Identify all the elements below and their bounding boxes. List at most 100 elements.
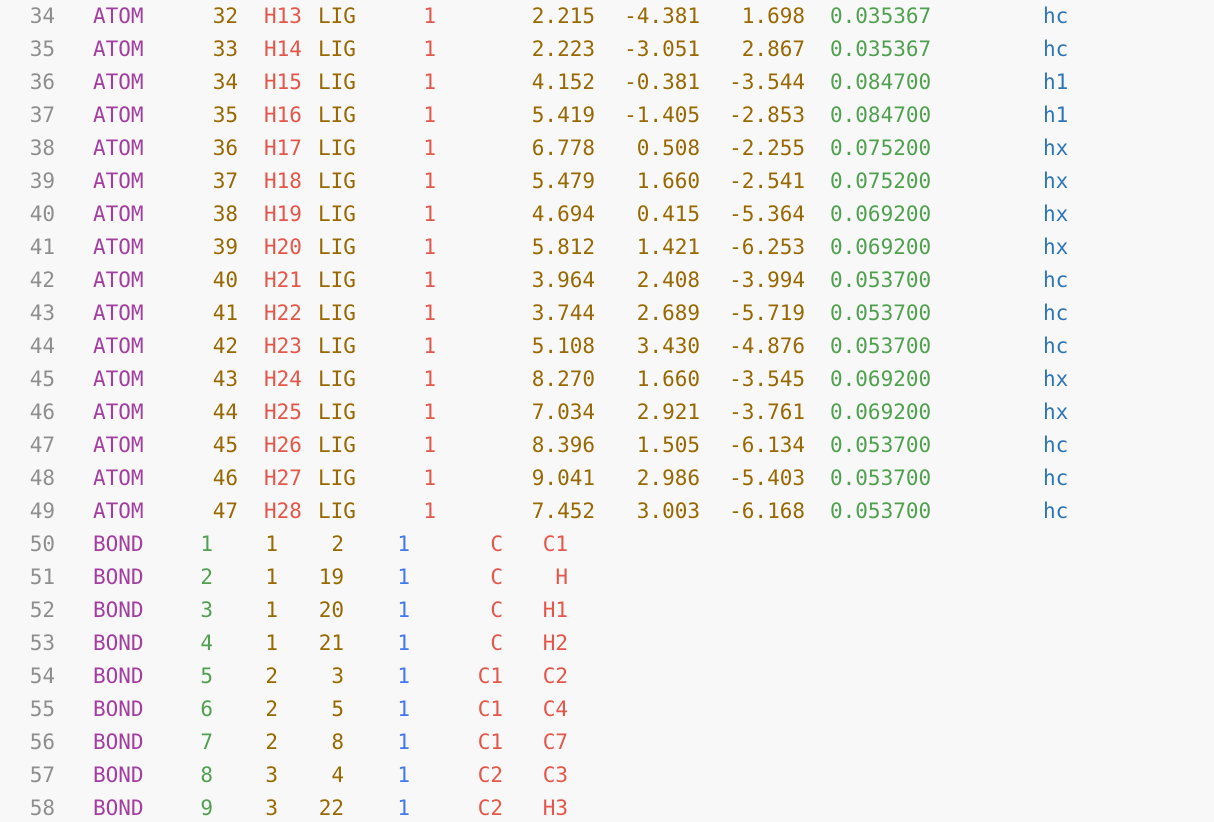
bond-atom-1: 1 <box>265 532 278 556</box>
residue-name: LIG <box>318 70 356 94</box>
atom-line[interactable]: 46 ATOM 44 H25 LIG 1 7.034 2.921 -3.761 0.069200 h… <box>0 396 1214 429</box>
line-number: 57 <box>29 763 55 787</box>
bond-line[interactable]: 53 BOND 4 1 21 1 C H2 <box>0 627 1214 660</box>
residue-number: 1 <box>423 268 436 292</box>
record-type: ATOM <box>93 400 144 424</box>
residue-name: LIG <box>318 4 356 28</box>
partial-charge: 0.075200 <box>830 136 932 160</box>
atom-line[interactable]: 35 ATOM 33 H14 LIG 1 2.223 -3.051 2.867 0.035367 h… <box>0 33 1214 66</box>
line-number: 56 <box>29 730 55 754</box>
atom-line[interactable]: 45 ATOM 43 H24 LIG 1 8.270 1.660 -3.545 0.069200 h… <box>0 363 1214 396</box>
record-type: ATOM <box>93 334 144 358</box>
residue-number: 1 <box>423 301 436 325</box>
record-type: BOND <box>93 664 144 688</box>
record-type: BOND <box>93 598 144 622</box>
residue-name: LIG <box>318 334 356 358</box>
bond-line[interactable]: 50 BOND 1 1 2 1 C C1 <box>0 528 1214 561</box>
bond-line[interactable]: 51 BOND 2 1 19 1 C H <box>0 561 1214 594</box>
line-number: 53 <box>29 631 55 655</box>
bond-atom-1-name: C <box>490 565 503 589</box>
x-coordinate: 3.744 <box>531 301 595 325</box>
atom-line[interactable]: 38 ATOM 36 H17 LIG 1 6.778 0.508 -2.255 0.075200 h… <box>0 132 1214 165</box>
bond-line[interactable]: 55 BOND 6 2 5 1 C1 C4 <box>0 693 1214 726</box>
atom-name: H26 <box>264 433 302 457</box>
y-coordinate: 1.505 <box>636 433 700 457</box>
atom-name: H15 <box>264 70 302 94</box>
bond-atom-2-name: H2 <box>542 631 568 655</box>
x-coordinate: 4.694 <box>531 202 595 226</box>
y-coordinate: 2.408 <box>636 268 700 292</box>
residue-number: 1 <box>423 169 436 193</box>
atom-name: H18 <box>264 169 302 193</box>
residue-number: 1 <box>423 367 436 391</box>
bond-line[interactable]: 57 BOND 8 3 4 1 C2 C3 <box>0 759 1214 792</box>
record-type: ATOM <box>93 466 144 490</box>
z-coordinate: -4.876 <box>729 334 805 358</box>
bond-atom-2: 21 <box>318 631 344 655</box>
partial-charge: 0.084700 <box>830 103 932 127</box>
atom-serial: 41 <box>212 301 238 325</box>
bond-order: 1 <box>397 730 410 754</box>
residue-name: LIG <box>318 466 356 490</box>
x-coordinate: 4.152 <box>531 70 595 94</box>
atom-serial: 35 <box>212 103 238 127</box>
partial-charge: 0.035367 <box>830 4 932 28</box>
record-type: BOND <box>93 697 144 721</box>
x-coordinate: 3.964 <box>531 268 595 292</box>
bond-atom-2-name: H3 <box>542 796 568 820</box>
line-number: 52 <box>29 598 55 622</box>
bond-atom-1: 1 <box>265 565 278 589</box>
atom-type: hx <box>1043 136 1069 160</box>
atom-line[interactable]: 44 ATOM 42 H23 LIG 1 5.108 3.430 -4.876 0.053700 h… <box>0 330 1214 363</box>
atom-line[interactable]: 49 ATOM 47 H28 LIG 1 7.452 3.003 -6.168 0.053700 h… <box>0 495 1214 528</box>
atom-type: hc <box>1043 466 1069 490</box>
bond-atom-2-name: C7 <box>542 730 568 754</box>
residue-name: LIG <box>318 268 356 292</box>
partial-charge: 0.069200 <box>830 400 932 424</box>
bond-line[interactable]: 52 BOND 3 1 20 1 C H1 <box>0 594 1214 627</box>
residue-name: LIG <box>318 499 356 523</box>
record-type: ATOM <box>93 4 144 28</box>
residue-number: 1 <box>423 70 436 94</box>
atom-name: H16 <box>264 103 302 127</box>
atom-line[interactable]: 43 ATOM 41 H22 LIG 1 3.744 2.689 -5.719 0.053700 h… <box>0 297 1214 330</box>
line-number: 43 <box>29 301 55 325</box>
atom-name: H24 <box>264 367 302 391</box>
line-number: 41 <box>29 235 55 259</box>
atom-line[interactable]: 47 ATOM 45 H26 LIG 1 8.396 1.505 -6.134 0.053700 h… <box>0 429 1214 462</box>
partial-charge: 0.084700 <box>830 70 932 94</box>
bond-atom-2: 3 <box>331 664 344 688</box>
atom-name: H13 <box>264 4 302 28</box>
line-number: 38 <box>29 136 55 160</box>
atom-line[interactable]: 37 ATOM 35 H16 LIG 1 5.419 -1.405 -2.853 0.084700… <box>0 99 1214 132</box>
atom-line[interactable]: 36 ATOM 34 H15 LIG 1 4.152 -0.381 -3.544 0.084700… <box>0 66 1214 99</box>
bond-line[interactable]: 58 BOND 9 3 22 1 C2 H3 <box>0 792 1214 822</box>
atom-name: H17 <box>264 136 302 160</box>
bond-line[interactable]: 54 BOND 5 2 3 1 C1 C2 <box>0 660 1214 693</box>
x-coordinate: 5.419 <box>531 103 595 127</box>
bond-id: 9 <box>200 796 213 820</box>
atom-type: hc <box>1043 433 1069 457</box>
x-coordinate: 5.108 <box>531 334 595 358</box>
atom-type: hx <box>1043 169 1069 193</box>
record-type: BOND <box>93 565 144 589</box>
line-number: 42 <box>29 268 55 292</box>
bond-atom-2-name: C1 <box>542 532 568 556</box>
bond-order: 1 <box>397 565 410 589</box>
bond-atom-1-name: C1 <box>477 730 503 754</box>
atom-line[interactable]: 34 ATOM 32 H13 LIG 1 2.215 -4.381 1.698 0.035367 h… <box>0 0 1214 33</box>
atom-line[interactable]: 48 ATOM 46 H27 LIG 1 9.041 2.986 -5.403 0.053700 h… <box>0 462 1214 495</box>
x-coordinate: 6.778 <box>531 136 595 160</box>
x-coordinate: 7.034 <box>531 400 595 424</box>
atom-line[interactable]: 40 ATOM 38 H19 LIG 1 4.694 0.415 -5.364 0.069200 h… <box>0 198 1214 231</box>
atom-serial: 42 <box>212 334 238 358</box>
atom-line[interactable]: 41 ATOM 39 H20 LIG 1 5.812 1.421 -6.253 0.069200 h… <box>0 231 1214 264</box>
atom-line[interactable]: 39 ATOM 37 H18 LIG 1 5.479 1.660 -2.541 0.075200 h… <box>0 165 1214 198</box>
bond-line[interactable]: 56 BOND 7 2 8 1 C1 C7 <box>0 726 1214 759</box>
line-number: 50 <box>29 532 55 556</box>
atom-type: h1 <box>1043 70 1069 94</box>
atom-line[interactable]: 42 ATOM 40 H21 LIG 1 3.964 2.408 -3.994 0.053700 h… <box>0 264 1214 297</box>
residue-name: LIG <box>318 235 356 259</box>
residue-number: 1 <box>423 202 436 226</box>
